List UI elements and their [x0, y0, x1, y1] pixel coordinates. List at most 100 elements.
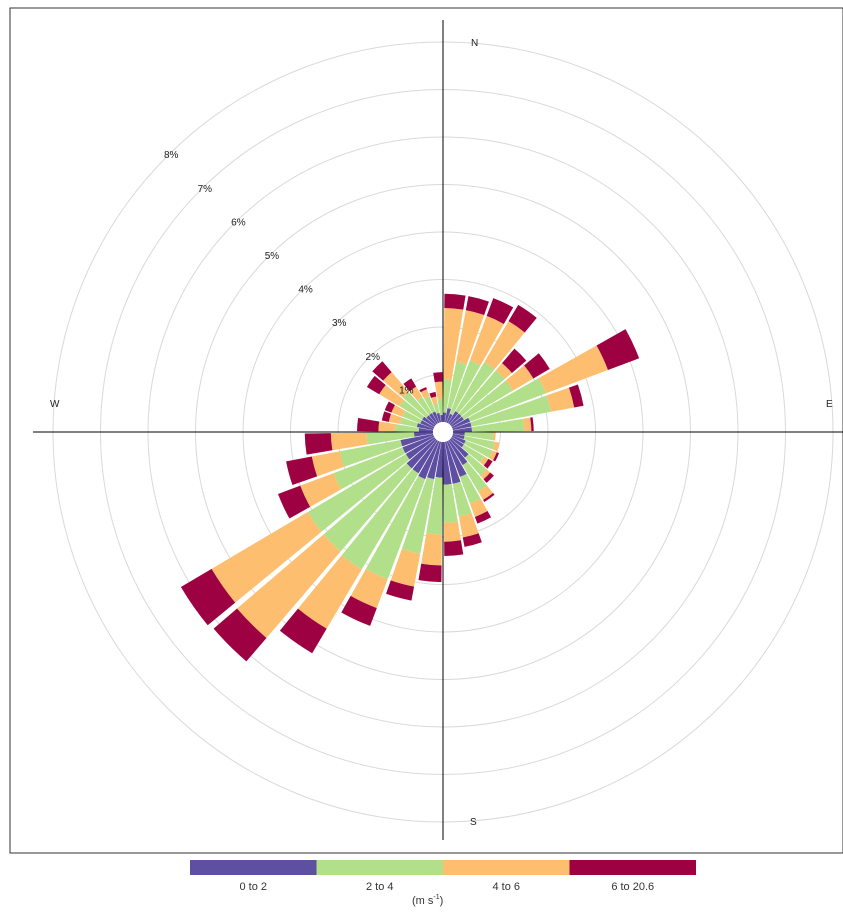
radial-tick-label: 1%: [399, 385, 414, 396]
sector-305-bin-4: [366, 375, 386, 395]
radial-tick-labels: 1% 2% 3% 4% 5% 6% 7% 8%: [164, 150, 414, 396]
sector-55-bin-2: [461, 380, 513, 420]
sector-195-bin-1: [427, 441, 442, 480]
sector-5-bin-4: [444, 293, 466, 310]
sector-15-bin-2: [447, 361, 467, 410]
sector-65-bin-2: [468, 378, 546, 422]
sector-295-bin-2: [402, 410, 422, 424]
sector-45-bin-1: [449, 413, 462, 426]
radial-tick-label: 2%: [366, 352, 381, 363]
sector-305-bin-2: [399, 400, 425, 420]
sector-35-bin-4: [508, 304, 537, 333]
sector-175-bin-1: [443, 441, 452, 485]
sector-5-bin-1: [443, 412, 447, 423]
sector-325-bin-3: [409, 386, 423, 401]
sector-5-bin-3: [443, 308, 464, 380]
sector-275-bin-2: [395, 424, 420, 432]
sector-75-bin-4: [568, 384, 584, 408]
sector-35-bin-2: [455, 362, 495, 414]
sector-125-bin-1: [450, 437, 464, 448]
sector-235-bin-2: [307, 454, 410, 532]
sector-225-bin-2: [323, 463, 412, 552]
sector-115-bin-2: [464, 440, 493, 458]
sector-145-bin-4: [483, 492, 495, 502]
sector-275-bin-4: [357, 417, 380, 432]
sector-85-bin-4: [530, 417, 534, 432]
sector-25-bin-2: [449, 360, 481, 416]
sector-115-bin-4: [493, 452, 500, 462]
sector-25-bin-4: [486, 298, 514, 324]
sector-215-bin-4: [279, 608, 327, 654]
sector-105-bin-1: [452, 433, 465, 440]
sector-95-bin-2: [464, 432, 494, 441]
radial-tick-label: 6%: [231, 217, 246, 228]
legend: 0 to 2 2 to 4 4 to 6 6 to 20.6: [190, 860, 696, 893]
sector-55-bin-3: [505, 365, 534, 391]
legend-swatch-4: [569, 860, 696, 875]
sector-285-bin-4: [381, 411, 391, 422]
sector-205-bin-4: [341, 595, 377, 626]
sector-155-bin-2: [459, 473, 481, 504]
sector-285-bin-2: [400, 417, 418, 428]
sector-315-bin-4: [372, 361, 392, 381]
sector-185-bin-2: [426, 477, 443, 535]
sector-295-bin-1: [420, 420, 435, 429]
sector-265-bin-2: [366, 432, 415, 445]
sector-355-bin-3: [434, 381, 443, 399]
sector-125-bin-2: [461, 444, 485, 463]
sector-345-bin-2: [433, 403, 440, 414]
sector-165-bin-1: [444, 441, 461, 484]
sector-45-bin-4: [502, 348, 527, 373]
sector-135-bin-2: [464, 453, 487, 476]
sector-145-bin-3: [478, 485, 494, 500]
sector-315-bin-3: [383, 372, 409, 398]
sector-75-bin-1: [452, 422, 472, 431]
sector-25-bin-3: [469, 315, 504, 366]
sector-335-bin-1: [432, 411, 440, 424]
sector-355-bin-1: [440, 414, 443, 423]
sector-75-bin-3: [546, 387, 575, 412]
sector-345-bin-4: [429, 391, 437, 398]
sector-245-bin-4: [278, 485, 311, 519]
sector-285-bin-3: [388, 413, 403, 425]
sector-45-bin-2: [458, 370, 505, 417]
sector-185-bin-4: [418, 563, 442, 583]
sector-335-bin-3: [420, 389, 430, 399]
sector-35-bin-1: [448, 411, 459, 425]
sector-105-bin-2: [463, 436, 495, 450]
sector-165-bin-4: [462, 533, 482, 547]
sector-125-bin-4: [483, 458, 493, 469]
sector-105-bin-3: [492, 441, 500, 452]
sector-345-bin-3: [431, 396, 438, 405]
sector-135-bin-1: [449, 438, 469, 458]
sector-225-bin-4: [213, 608, 267, 662]
legend-swatch-2: [316, 860, 443, 875]
north-label: N: [471, 38, 478, 49]
sector-185-bin-3: [421, 533, 442, 566]
sector-195-bin-2: [401, 477, 435, 554]
sector-95-bin-1: [452, 432, 465, 436]
sector-175-bin-2: [443, 484, 458, 523]
legend-label-4: 6 to 20.6: [611, 881, 654, 893]
sector-165-bin-3: [458, 513, 479, 538]
sector-245-bin-1: [402, 435, 435, 454]
sector-215-bin-2: [341, 469, 419, 570]
sector-245-bin-3: [300, 473, 342, 507]
sector-15-bin-4: [465, 296, 489, 316]
sector-205-bin-3: [350, 569, 388, 609]
radial-tick-label: 4%: [298, 285, 313, 296]
sector-255-bin-4: [286, 456, 318, 486]
sector-275-bin-1: [418, 428, 434, 432]
sector-295-bin-3: [391, 404, 406, 417]
radial-tick-label: 7%: [198, 184, 213, 195]
sector-335-bin-2: [424, 395, 436, 413]
sector-285-bin-1: [416, 423, 434, 431]
sector-35-bin-3: [484, 321, 525, 370]
sector-215-bin-3: [297, 555, 362, 629]
south-label: S: [470, 817, 477, 828]
sector-225-bin-1: [406, 438, 437, 469]
sector-205-bin-1: [418, 440, 440, 480]
sector-85-bin-3: [523, 417, 532, 432]
sector-315-bin-1: [426, 415, 437, 426]
